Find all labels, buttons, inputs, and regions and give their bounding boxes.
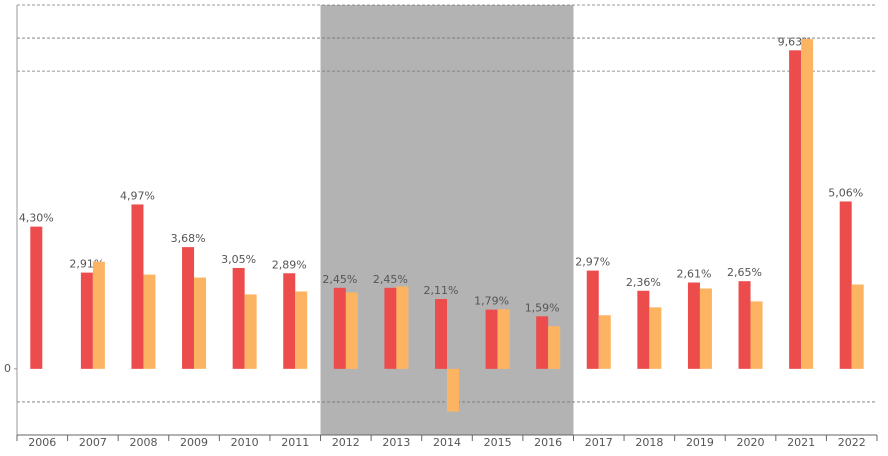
bar [687, 282, 700, 369]
bar [536, 316, 549, 369]
x-tick-label: 2013 [382, 436, 410, 449]
x-tick-label: 2011 [281, 436, 309, 449]
x-tick-label: 2020 [737, 436, 765, 449]
x-tick-label: 2007 [79, 436, 107, 449]
value-label: 2,61% [676, 268, 711, 281]
x-tick-label: 2015 [484, 436, 512, 449]
bar [333, 287, 346, 369]
bar [435, 299, 447, 369]
bar [143, 274, 156, 369]
bar [30, 226, 43, 369]
bar [598, 315, 611, 369]
value-label: 4,30% [19, 212, 54, 225]
value-label: 2,36% [626, 276, 661, 289]
bar [447, 368, 459, 412]
bar [295, 291, 308, 369]
bar [801, 39, 814, 369]
value-label: 2,65% [727, 266, 762, 279]
bar [497, 309, 510, 369]
x-tick-label: 2008 [129, 436, 157, 449]
y-tick-label: 0 [4, 362, 11, 375]
bar [851, 284, 864, 369]
value-label: 1,59% [525, 301, 560, 314]
x-tick-label: 2010 [231, 436, 259, 449]
x-tick-label: 2021 [787, 436, 815, 449]
bar [244, 294, 257, 369]
bar [283, 273, 296, 369]
bar [396, 286, 409, 369]
bar [637, 290, 650, 369]
value-label: 1,79% [474, 295, 509, 308]
value-label: 2,45% [322, 273, 357, 286]
value-label: 2,45% [373, 273, 408, 286]
bar [485, 309, 498, 369]
bar [232, 267, 245, 369]
x-tick-label: 2009 [180, 436, 208, 449]
bar [384, 287, 397, 369]
bar [649, 307, 662, 369]
bar [182, 247, 195, 369]
value-label: 3,05% [221, 253, 256, 266]
x-tick-label: 2019 [686, 436, 714, 449]
bar [789, 50, 802, 369]
bar [131, 204, 144, 369]
bar [548, 326, 561, 369]
bar [699, 288, 712, 369]
value-label: 3,68% [171, 232, 206, 245]
bar [345, 292, 358, 369]
bar [750, 301, 763, 369]
value-label: 2,11% [424, 284, 459, 297]
x-tick-label: 2022 [838, 436, 866, 449]
x-tick-label: 2017 [585, 436, 613, 449]
bar [92, 261, 105, 369]
bar [738, 281, 751, 369]
x-tick-label: 2016 [534, 436, 562, 449]
value-label: 2,89% [272, 258, 307, 271]
x-tick-label: 2006 [28, 436, 56, 449]
bar [194, 277, 207, 369]
value-label: 4,97% [120, 189, 155, 202]
x-tick-label: 2018 [635, 436, 663, 449]
x-tick-label: 2014 [433, 436, 461, 449]
x-tick-label: 2012 [332, 436, 360, 449]
value-label: 5,06% [828, 186, 863, 199]
value-label: 2,97% [575, 256, 610, 269]
bar [586, 270, 599, 369]
bar [839, 201, 852, 369]
bar [80, 272, 93, 369]
